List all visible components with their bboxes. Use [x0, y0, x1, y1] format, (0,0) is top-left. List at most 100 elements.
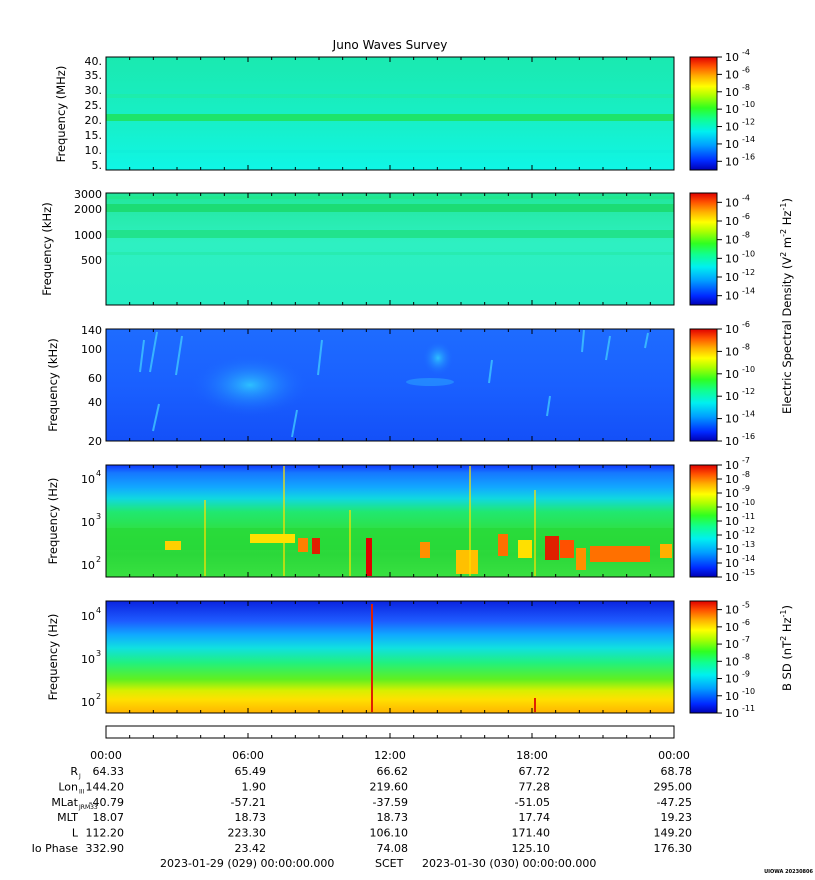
patch	[312, 538, 320, 554]
ylabel-5: Frequency (Hz)	[46, 614, 60, 701]
ephemeris-value: 112.20	[86, 827, 125, 840]
colorbar-tick-label: 10	[725, 68, 739, 81]
colorbar-tick-exponent: -8	[742, 470, 750, 479]
colorbar-tick-label: 10	[725, 196, 739, 209]
ytick-label: 100	[81, 343, 102, 356]
colorbar-tick-label: 10	[725, 673, 739, 686]
ephemeris-value: 223.30	[228, 827, 267, 840]
patch	[660, 544, 672, 558]
patch	[456, 550, 478, 574]
ephemeris-value: 1.90	[242, 780, 267, 793]
tick-base: 10	[81, 559, 95, 572]
ylabel-3: Frequency (kHz)	[46, 338, 60, 431]
unit-exp: -1	[779, 203, 788, 211]
colorbar-tick-exponent: -16	[742, 152, 755, 161]
ephemeris-value: 106.10	[370, 827, 409, 840]
ephemeris-value: -37.59	[373, 796, 408, 809]
unit-exp: 2	[779, 252, 788, 257]
band-21mhz	[106, 114, 674, 121]
panel-4-hz: 10 4 10 3 10 2 Frequency (Hz)	[46, 464, 675, 578]
tick-exponent: 4	[96, 606, 101, 615]
emission-blob	[406, 378, 454, 386]
ephemeris-value: 332.90	[86, 842, 125, 855]
colorbar-title-main: Electric Spectral Density (V	[780, 257, 794, 414]
ytick-label: 15.	[85, 129, 103, 142]
colorbar-tick-label: 10	[725, 138, 739, 151]
colorbar-tick-exponent: -6	[742, 320, 750, 329]
colorbar-title-main: B SD (nT	[780, 640, 794, 691]
unit-exp: -2	[779, 229, 788, 237]
time-label: 18:00	[516, 749, 548, 762]
patch	[498, 534, 508, 556]
ytick-label: 35.	[85, 69, 103, 82]
colorbar-tick-exponent: -7	[742, 456, 750, 465]
ylabel-2: Frequency (kHz)	[40, 202, 54, 295]
colorbar-tick-label: 10	[725, 323, 739, 336]
colorbar-tick-label: 10	[725, 557, 739, 570]
colorbar-title-electric: Electric Spectral Density (V2 m-2 Hz-1)	[779, 198, 794, 414]
scet-line: 2023-01-29 (029) 00:00:00.000 SCET 2023-…	[160, 857, 596, 870]
emission-blob	[190, 353, 310, 417]
streak	[605, 335, 611, 361]
colorbar-tick-exponent: -10	[742, 249, 755, 258]
colorbar-tick-label: 10	[725, 252, 739, 265]
colorbar-tick-exponent: -6	[742, 65, 750, 74]
spectrogram-1	[106, 57, 674, 170]
tick-exponent: 3	[96, 512, 101, 521]
time-label: 00:00	[90, 749, 122, 762]
colorbar-tick-label: 10	[725, 655, 739, 668]
footer-tag: UIOWA 20230806	[764, 869, 813, 875]
ephemeris-subscript: III	[79, 788, 85, 795]
patch	[366, 538, 372, 576]
ephemeris-value: 176.30	[654, 842, 693, 855]
time-label: 06:00	[232, 749, 264, 762]
ephemeris-value: 219.60	[370, 780, 409, 793]
panel-5-hz: 10 4 10 3 10 2 Frequency (Hz)	[46, 600, 675, 714]
tick-base: 10	[81, 610, 95, 623]
ephemeris-value: 295.00	[654, 780, 693, 793]
ephemeris-value: -47.25	[657, 796, 692, 809]
ephemeris-value: 144.20	[86, 780, 125, 793]
streak	[317, 339, 323, 376]
colorbar-tick-exponent: -8	[742, 83, 750, 92]
hiss-band	[106, 528, 674, 550]
colorbar-1	[689, 56, 718, 171]
colorbar-tick-label: 10	[725, 413, 739, 426]
ytick-label: 10	[81, 696, 95, 709]
colorbar-tick-label: 10	[725, 501, 739, 514]
patch	[590, 546, 650, 562]
colorbar-tick-exponent: -8	[742, 231, 750, 240]
patch	[576, 548, 586, 570]
colorbar-tick-exponent: -8	[742, 652, 750, 661]
ytick-label: 40	[88, 396, 102, 409]
colorbar-tick-label: 10	[725, 638, 739, 651]
tick-base: 10	[81, 653, 95, 666]
ytick-label: 1000	[74, 229, 102, 242]
tick-base: 10	[81, 696, 95, 709]
ytick-label: 25.	[85, 99, 103, 112]
spectrogram-4	[106, 465, 674, 577]
ephemeris-label: R	[70, 765, 78, 778]
colorbar-tick-exponent: -5	[742, 601, 750, 610]
colorbar-tick-exponent: -11	[742, 704, 755, 713]
ytick-label: 10	[81, 559, 95, 572]
colorbar-tick-label: 10	[725, 234, 739, 247]
spectrogram-5	[106, 601, 674, 713]
unit-exp: -1	[779, 609, 788, 617]
panel-3-yaxis: 140 100 60 40 20	[81, 324, 102, 448]
tick-exponent: 4	[96, 469, 101, 478]
ytick-label: 500	[81, 254, 102, 267]
colorbar-tick-label: 10	[725, 621, 739, 634]
time-labels: 00:00 06:00 12:00 18:00 00:00	[90, 749, 690, 762]
colorbar-3	[689, 328, 718, 442]
colorbar-tick-exponent: -12	[742, 387, 755, 396]
colorbar-tick-label: 10	[725, 86, 739, 99]
ephemeris-value: 171.40	[512, 827, 551, 840]
colorbar-tick-label: 10	[725, 390, 739, 403]
colorbar-tick-label: 10	[725, 215, 739, 228]
ylabel-4: Frequency (Hz)	[46, 478, 60, 565]
streak	[488, 359, 493, 384]
band-1000khz	[106, 230, 674, 238]
colorbar-tick-exponent: -14	[742, 410, 755, 419]
emission-blob	[422, 340, 454, 376]
